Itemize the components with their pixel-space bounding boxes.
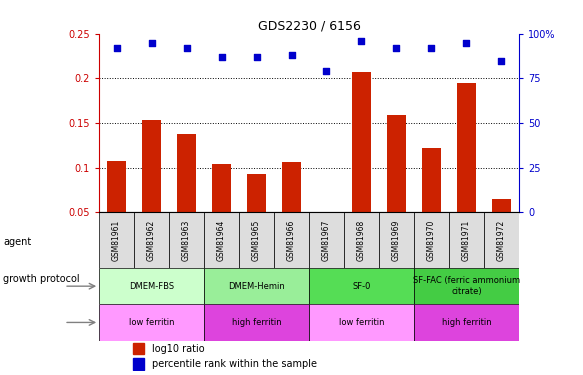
Point — [112, 45, 121, 51]
Bar — [282, 162, 301, 257]
Bar — [212, 164, 231, 257]
Text: GSM81970: GSM81970 — [427, 219, 436, 261]
Text: SF-0: SF-0 — [352, 282, 371, 291]
Text: GSM81964: GSM81964 — [217, 219, 226, 261]
FancyBboxPatch shape — [414, 212, 449, 268]
Text: GSM81967: GSM81967 — [322, 219, 331, 261]
Point — [497, 57, 506, 63]
Bar — [387, 115, 406, 257]
Text: low ferritin: low ferritin — [339, 318, 384, 327]
Text: DMEM-FBS: DMEM-FBS — [129, 282, 174, 291]
Text: GSM81961: GSM81961 — [112, 219, 121, 261]
Bar — [352, 72, 371, 257]
Text: GSM81971: GSM81971 — [462, 219, 471, 261]
Bar — [133, 358, 145, 370]
Title: GDS2230 / 6156: GDS2230 / 6156 — [258, 20, 360, 33]
Bar — [247, 174, 266, 257]
Text: GSM81965: GSM81965 — [252, 219, 261, 261]
Text: agent: agent — [3, 237, 31, 247]
Bar — [177, 134, 196, 257]
Point — [357, 38, 366, 44]
FancyBboxPatch shape — [484, 212, 519, 268]
FancyBboxPatch shape — [204, 304, 309, 340]
Bar — [142, 120, 161, 257]
FancyBboxPatch shape — [379, 212, 414, 268]
Point — [147, 40, 156, 46]
FancyBboxPatch shape — [309, 304, 414, 340]
FancyBboxPatch shape — [204, 268, 309, 304]
Point — [217, 54, 226, 60]
Point — [322, 68, 331, 74]
Text: GSM81966: GSM81966 — [287, 219, 296, 261]
FancyBboxPatch shape — [99, 304, 204, 340]
Point — [427, 45, 436, 51]
Bar — [107, 161, 127, 257]
FancyBboxPatch shape — [309, 268, 414, 304]
Point — [462, 40, 471, 46]
FancyBboxPatch shape — [239, 212, 274, 268]
Text: GSM81962: GSM81962 — [147, 219, 156, 261]
Bar — [457, 83, 476, 257]
FancyBboxPatch shape — [169, 212, 204, 268]
FancyBboxPatch shape — [204, 212, 239, 268]
Text: percentile rank within the sample: percentile rank within the sample — [152, 359, 317, 369]
Text: GSM81963: GSM81963 — [182, 219, 191, 261]
Bar — [422, 148, 441, 257]
Text: GSM81969: GSM81969 — [392, 219, 401, 261]
Point — [252, 54, 261, 60]
Point — [392, 45, 401, 51]
Bar — [491, 199, 511, 257]
Text: SF-FAC (ferric ammonium
citrate): SF-FAC (ferric ammonium citrate) — [413, 276, 520, 296]
Text: GSM81972: GSM81972 — [497, 219, 506, 261]
Text: DMEM-Hemin: DMEM-Hemin — [228, 282, 285, 291]
Text: high ferritin: high ferritin — [441, 318, 491, 327]
Text: GSM81968: GSM81968 — [357, 219, 366, 261]
FancyBboxPatch shape — [309, 212, 344, 268]
Text: log10 ratio: log10 ratio — [152, 344, 204, 354]
FancyBboxPatch shape — [414, 304, 519, 340]
FancyBboxPatch shape — [414, 268, 519, 304]
FancyBboxPatch shape — [134, 212, 169, 268]
Text: low ferritin: low ferritin — [129, 318, 174, 327]
FancyBboxPatch shape — [274, 212, 309, 268]
FancyBboxPatch shape — [99, 212, 134, 268]
Text: growth protocol: growth protocol — [3, 274, 79, 284]
Point — [287, 52, 296, 58]
Text: high ferritin: high ferritin — [231, 318, 282, 327]
FancyBboxPatch shape — [99, 268, 204, 304]
Point — [182, 45, 191, 51]
FancyBboxPatch shape — [449, 212, 484, 268]
Bar — [317, 221, 336, 257]
FancyBboxPatch shape — [344, 212, 379, 268]
Bar — [133, 343, 145, 354]
